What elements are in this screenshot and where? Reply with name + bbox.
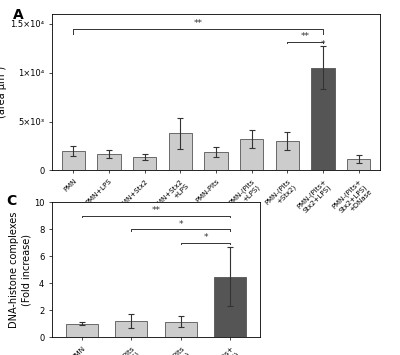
Bar [214, 277, 246, 337]
Text: *: * [321, 40, 325, 49]
Bar [276, 141, 299, 170]
Bar [204, 152, 228, 170]
Text: C: C [6, 194, 16, 208]
Bar [165, 322, 197, 337]
Text: *: * [178, 220, 183, 229]
Bar [133, 157, 156, 170]
Bar [98, 154, 121, 170]
Bar [169, 133, 192, 170]
Text: **: ** [194, 19, 203, 28]
Text: A: A [13, 8, 23, 22]
Bar [66, 324, 98, 337]
Bar [115, 321, 147, 337]
Text: *: * [203, 233, 208, 242]
Y-axis label: DNA-histone complexes
(Fold increase): DNA-histone complexes (Fold increase) [10, 212, 31, 328]
Y-axis label: NETs
(area μm²): NETs (area μm²) [0, 66, 8, 118]
Bar [240, 139, 263, 170]
Text: **: ** [152, 206, 160, 215]
Text: **: ** [301, 32, 310, 40]
Bar [62, 151, 85, 170]
Bar [311, 68, 334, 170]
Bar [347, 159, 370, 170]
